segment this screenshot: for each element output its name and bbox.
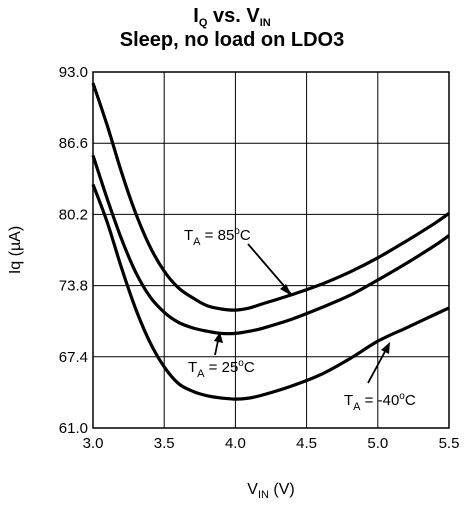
- y-tick-label: 93.0: [59, 64, 88, 81]
- chart-subtitle: Sleep, no load on LDO3: [120, 29, 344, 51]
- series-minus40c-line: [91, 183, 450, 401]
- arrow-85c: [247, 243, 292, 295]
- y-tick-label: 61.0: [59, 420, 88, 437]
- annotation-85c: TA = 85oC: [184, 226, 251, 248]
- chart-title: IQ vs. VIN: [193, 5, 270, 29]
- arrowhead-85c: [280, 284, 292, 296]
- x-tick-label: 3.5: [154, 435, 175, 452]
- series-lines: [91, 82, 450, 401]
- x-tick-label: 3.0: [83, 435, 104, 452]
- series-85c-line: [91, 82, 450, 312]
- y-tick-label: 67.4: [59, 349, 88, 366]
- x-tick-labels: 3.0 3.5 4.0 4.5 5.0 5.5: [83, 435, 460, 452]
- y-tick-label: 73.8: [59, 278, 88, 295]
- x-tick-label: 5.0: [367, 435, 388, 452]
- y-axis-label: Iq (µA): [7, 226, 24, 274]
- arrowhead-minus40c: [381, 342, 390, 354]
- x-tick-label: 4.5: [296, 435, 317, 452]
- arrowhead-25c: [214, 332, 223, 343]
- x-axis-label: VIN (V): [247, 481, 294, 501]
- y-tick-label: 80.2: [59, 206, 88, 223]
- y-tick-labels: 93.0 86.6 80.2 73.8 67.4 61.0: [59, 64, 88, 437]
- annotation-minus40c: TA = -40oC: [344, 391, 416, 413]
- x-tick-label: 4.0: [225, 435, 246, 452]
- annotation-25c: TA = 25oC: [188, 358, 255, 380]
- series-25c-line: [91, 154, 450, 336]
- grid: [92, 71, 450, 429]
- y-tick-label: 86.6: [59, 135, 88, 152]
- x-tick-label: 5.5: [439, 435, 460, 452]
- arrow-minus40c: [367, 345, 389, 384]
- plot-frame: [92, 71, 450, 429]
